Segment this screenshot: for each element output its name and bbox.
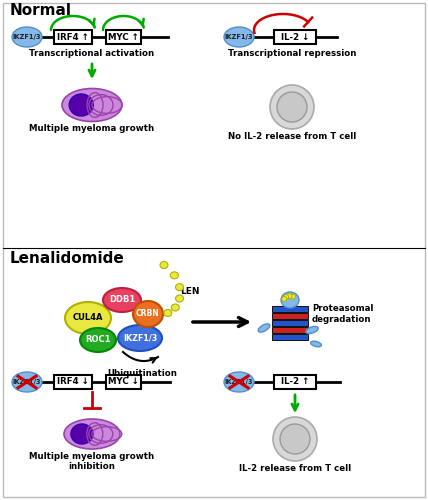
Text: CRBN: CRBN — [136, 308, 160, 318]
Text: ROC1: ROC1 — [85, 336, 111, 344]
FancyBboxPatch shape — [106, 30, 141, 44]
Text: Lenalidomide: Lenalidomide — [10, 251, 125, 266]
Text: IRF4 ↑: IRF4 ↑ — [57, 32, 89, 42]
Ellipse shape — [164, 310, 172, 316]
Ellipse shape — [62, 88, 122, 122]
Ellipse shape — [224, 372, 254, 392]
FancyBboxPatch shape — [272, 306, 308, 312]
Ellipse shape — [65, 302, 111, 334]
FancyBboxPatch shape — [3, 3, 425, 497]
Ellipse shape — [64, 419, 120, 449]
FancyBboxPatch shape — [274, 375, 316, 389]
Ellipse shape — [133, 301, 163, 327]
Ellipse shape — [118, 325, 162, 351]
FancyBboxPatch shape — [54, 30, 92, 44]
Text: Transcriptional repression: Transcriptional repression — [228, 49, 356, 58]
FancyBboxPatch shape — [272, 334, 308, 340]
Ellipse shape — [287, 294, 292, 298]
Text: IKZF1/3: IKZF1/3 — [225, 379, 253, 385]
Text: IL-2 ↑: IL-2 ↑ — [281, 378, 309, 386]
Text: No IL-2 release from T cell: No IL-2 release from T cell — [228, 132, 356, 141]
Text: Transcriptional activation: Transcriptional activation — [30, 49, 155, 58]
Text: IL-2 ↓: IL-2 ↓ — [281, 32, 309, 42]
Ellipse shape — [291, 294, 295, 299]
FancyBboxPatch shape — [272, 320, 308, 326]
Text: Ubiquitination: Ubiquitination — [107, 369, 177, 378]
Text: Normal: Normal — [10, 3, 72, 18]
Text: Multiple myeloma growth: Multiple myeloma growth — [30, 124, 155, 133]
Ellipse shape — [175, 284, 184, 290]
Ellipse shape — [160, 262, 168, 268]
Ellipse shape — [224, 27, 254, 47]
Text: Proteasomal
degradation: Proteasomal degradation — [312, 304, 373, 324]
Ellipse shape — [281, 292, 299, 308]
Ellipse shape — [270, 85, 314, 129]
FancyBboxPatch shape — [272, 313, 308, 319]
Text: IKZF1/3: IKZF1/3 — [123, 334, 157, 342]
Ellipse shape — [12, 372, 42, 392]
Text: Multiple myeloma growth
inhibition: Multiple myeloma growth inhibition — [30, 452, 155, 471]
Text: IL-2 release from T cell: IL-2 release from T cell — [239, 464, 351, 473]
Ellipse shape — [69, 94, 93, 116]
FancyBboxPatch shape — [272, 327, 308, 333]
Text: MYC ↑: MYC ↑ — [108, 32, 139, 42]
Ellipse shape — [311, 341, 321, 347]
Ellipse shape — [277, 92, 307, 122]
Text: LEN: LEN — [180, 288, 199, 296]
Ellipse shape — [306, 326, 318, 334]
Ellipse shape — [282, 296, 287, 302]
Ellipse shape — [171, 304, 179, 311]
Text: DDB1: DDB1 — [109, 296, 135, 304]
Ellipse shape — [280, 424, 310, 454]
FancyBboxPatch shape — [106, 375, 141, 389]
Ellipse shape — [80, 328, 116, 352]
Text: MYC ↓: MYC ↓ — [108, 378, 139, 386]
Text: IKZF1/3: IKZF1/3 — [225, 34, 253, 40]
Ellipse shape — [258, 324, 270, 332]
Text: CUL4A: CUL4A — [73, 314, 103, 322]
FancyBboxPatch shape — [54, 375, 92, 389]
Ellipse shape — [175, 295, 184, 302]
Text: IKZF1/3: IKZF1/3 — [13, 34, 41, 40]
Ellipse shape — [284, 294, 288, 300]
Ellipse shape — [71, 424, 93, 444]
Ellipse shape — [170, 272, 178, 279]
FancyBboxPatch shape — [274, 30, 316, 44]
Text: IRF4 ↓: IRF4 ↓ — [57, 378, 89, 386]
Ellipse shape — [12, 27, 42, 47]
Text: IKZF1/3: IKZF1/3 — [13, 379, 41, 385]
Ellipse shape — [273, 417, 317, 461]
Ellipse shape — [103, 288, 141, 312]
